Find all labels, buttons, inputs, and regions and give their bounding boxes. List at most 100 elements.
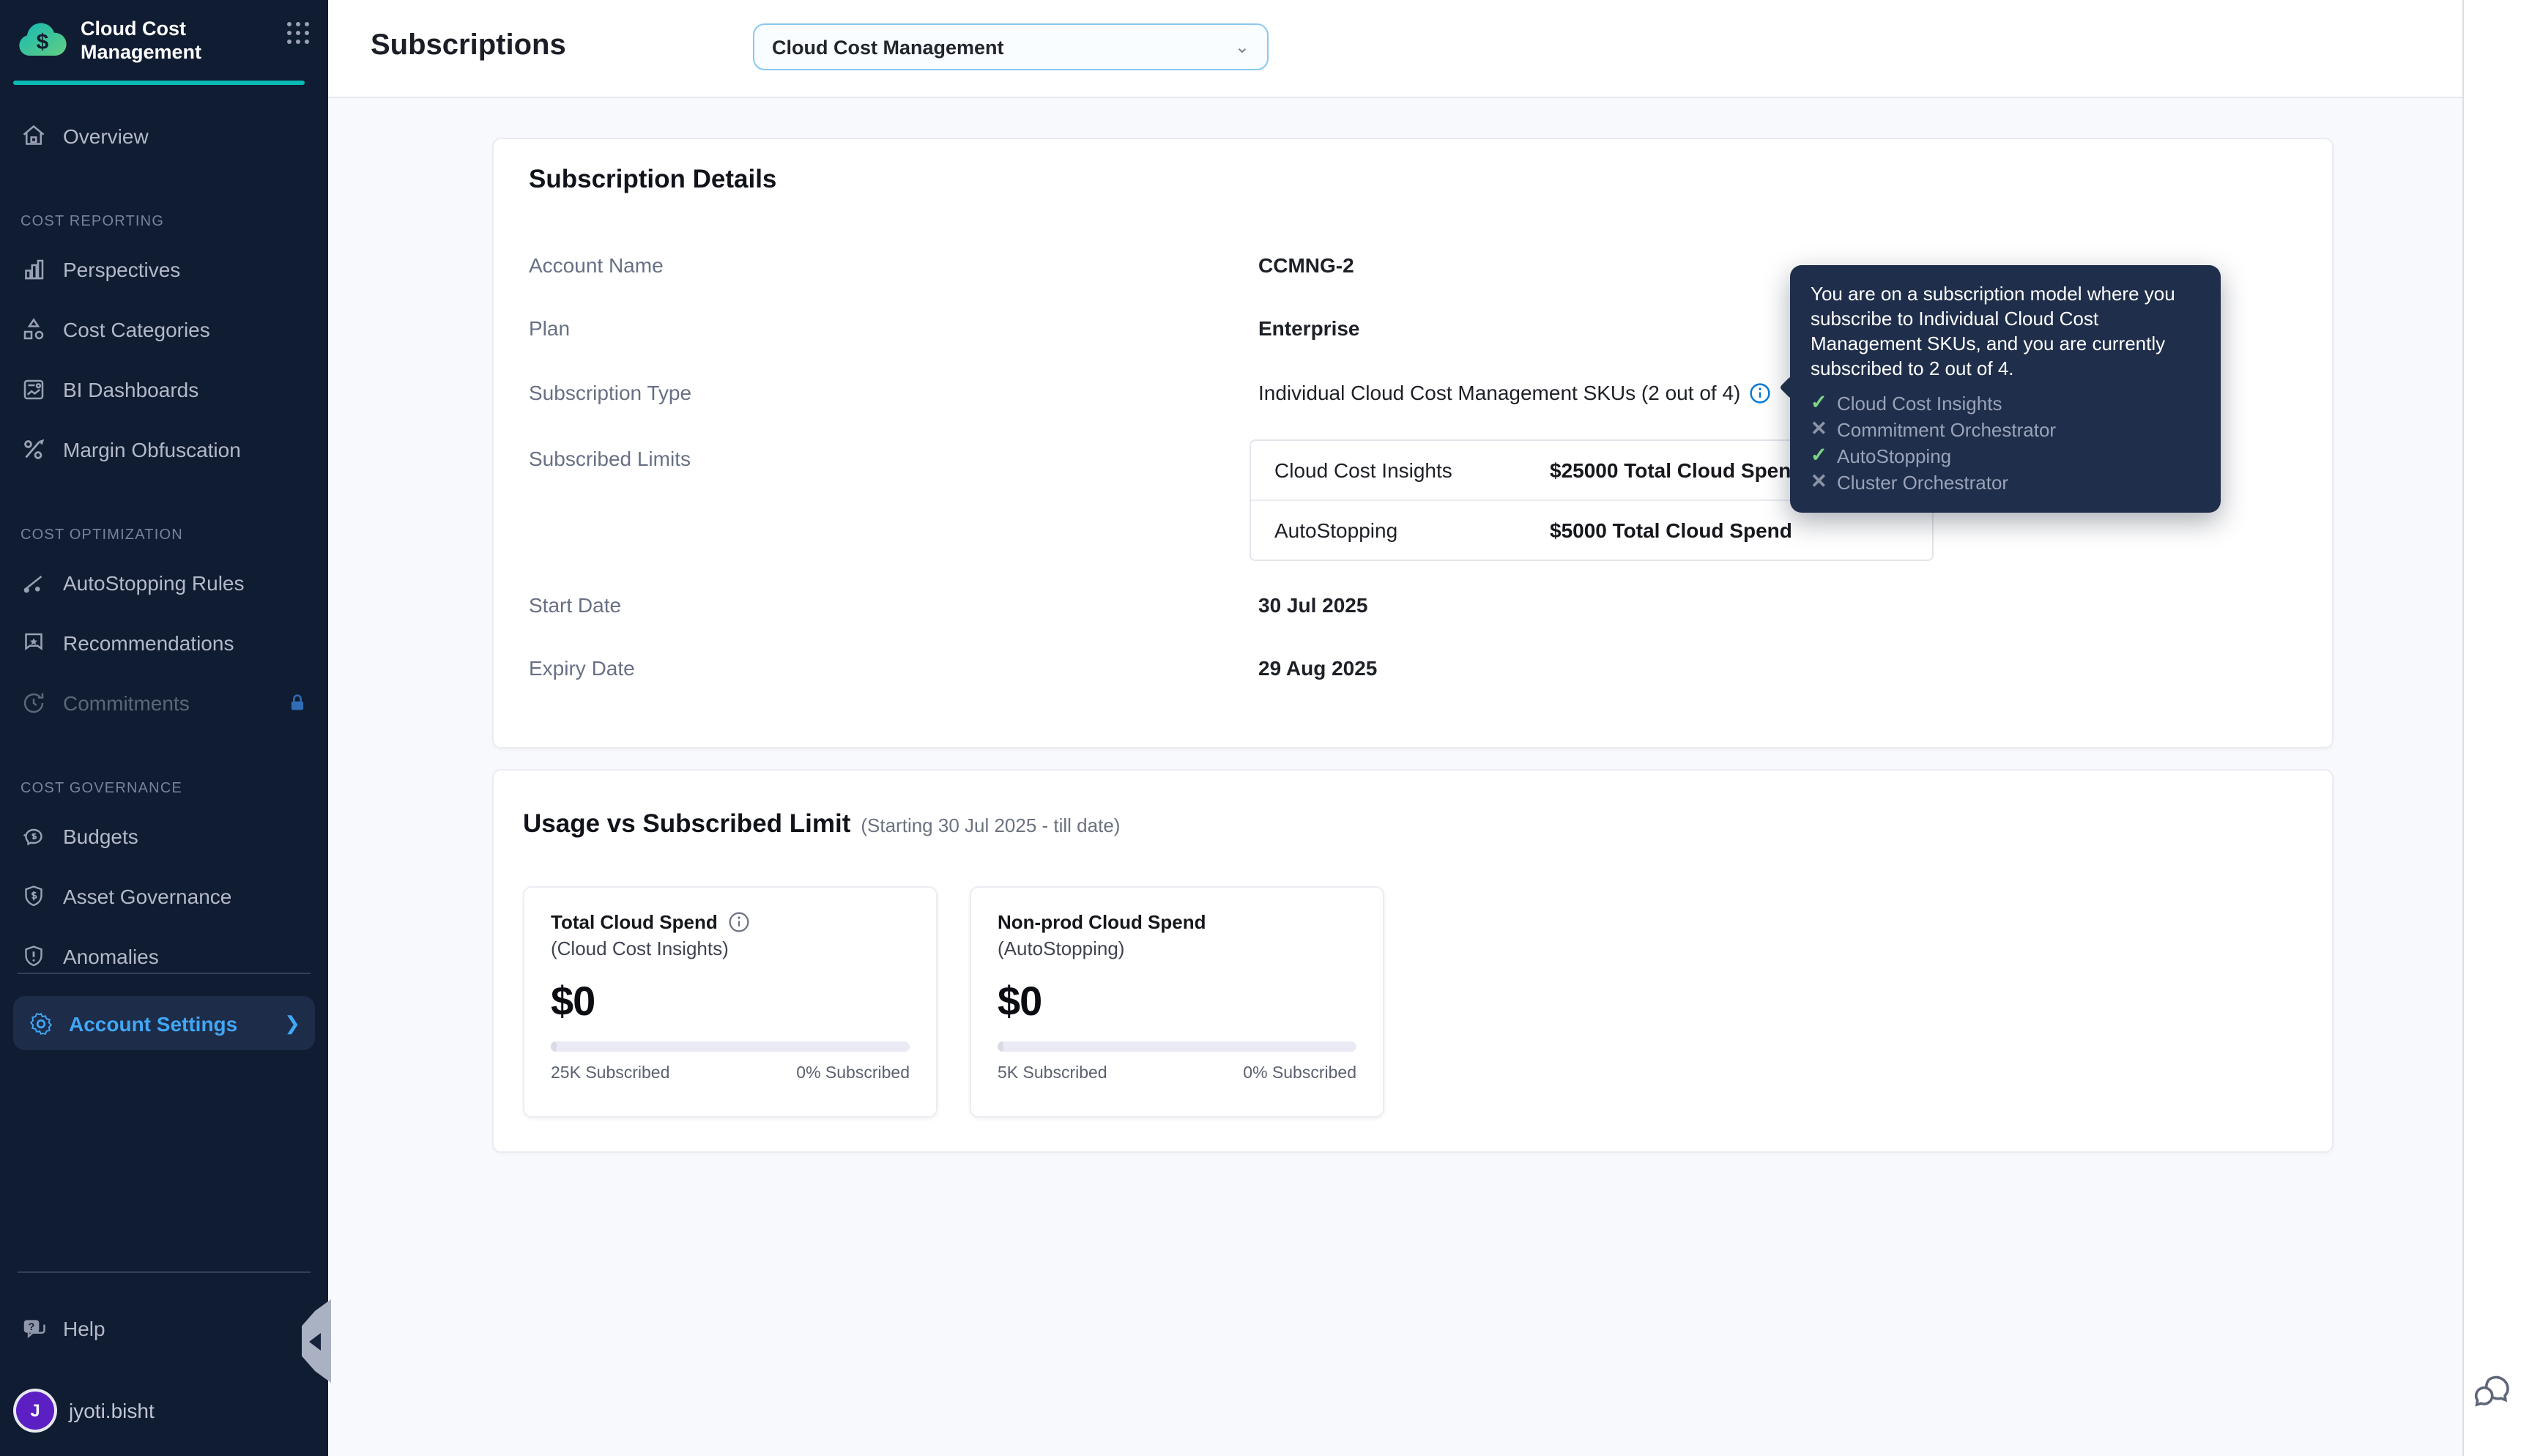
sidebar-item-label: Cost Categories xyxy=(63,317,210,341)
sidebar-item-recommendations[interactable]: Recommendations xyxy=(0,612,328,672)
right-edge-panel xyxy=(2462,0,2521,1456)
chevron-down-icon: ⌄ xyxy=(1234,37,1250,57)
lock-icon xyxy=(291,694,304,710)
usage-panel: Usage vs Subscribed Limit (Starting 30 J… xyxy=(492,769,2333,1153)
page-header: Subscriptions Cloud Cost Management ⌄ xyxy=(328,0,2462,98)
tooltip-sku-item: ✓ Cloud Cost Insights xyxy=(1811,390,2200,416)
start-date-row: Start Date 30 Jul 2025 xyxy=(529,593,1367,617)
subscribed-percent-label: 0% Subscribed xyxy=(1243,1065,1356,1082)
sidebar-item-label: Budgets xyxy=(63,824,138,847)
sidebar-item-perspectives[interactable]: Perspectives xyxy=(0,239,328,299)
module-select[interactable]: Cloud Cost Management ⌄ xyxy=(753,23,1269,70)
gear-icon xyxy=(29,1011,53,1035)
usage-amount: $0 xyxy=(551,978,595,1024)
usage-progress-bar xyxy=(998,1041,1356,1052)
start-date-label: Start Date xyxy=(529,593,622,617)
expiry-date-row: Expiry Date 29 Aug 2025 xyxy=(529,656,1377,680)
app-title: Cloud Cost Management xyxy=(81,18,202,64)
subscribed-percent-label: 0% Subscribed xyxy=(796,1065,910,1082)
usage-title-row: Usage vs Subscribed Limit (Starting 30 J… xyxy=(523,809,1120,839)
sidebar-item-autostopping-rules[interactable]: AutoStopping Rules xyxy=(0,552,328,612)
plan-label: Plan xyxy=(529,316,571,340)
usage-card-subtitle: (AutoStopping) xyxy=(998,937,1125,959)
sidebar-item-overview[interactable]: Overview xyxy=(0,105,328,166)
subscription-type-row: Subscription Type Individual Cloud Cost … xyxy=(529,381,1771,404)
usage-card-title: Total Cloud Spend xyxy=(551,911,718,933)
shield-dollar-icon xyxy=(25,885,42,906)
tooltip-sku-item: ✓ AutoStopping xyxy=(1811,442,2200,469)
account-name-row: Account Name CCMNG-2 xyxy=(529,253,1354,277)
sidebar-item-label: AutoStopping Rules xyxy=(63,571,245,594)
app-logo[interactable]: $ Cloud Cost Management xyxy=(0,0,328,66)
sidebar-item-label: Asset Governance xyxy=(63,884,232,907)
sidebar-item-margin-obfuscation[interactable]: Margin Obfuscation xyxy=(0,419,328,479)
sku-name: AutoStopping xyxy=(1274,519,1398,542)
check-icon: ✓ xyxy=(1811,444,1827,466)
sidebar-item-label: Overview xyxy=(63,124,149,147)
collapse-arrow-icon xyxy=(308,1332,320,1350)
sidebar-section-cost-governance: COST GOVERNANCE xyxy=(21,781,182,797)
sidebar-collapse-handle[interactable] xyxy=(302,1299,331,1383)
tooltip-sku-item: ✕ Commitment Orchestrator xyxy=(1811,416,2200,442)
home-icon xyxy=(23,124,45,144)
avatar: J xyxy=(16,1392,54,1430)
sidebar: $ Cloud Cost Management Overview COST RE… xyxy=(0,0,331,1456)
sidebar-item-commitments[interactable]: Commitments xyxy=(0,672,328,732)
sidebar-item-budgets[interactable]: Budgets xyxy=(0,806,328,866)
expiry-date-value: 29 Aug 2025 xyxy=(1258,656,1378,680)
sidebar-item-help[interactable]: ? Help xyxy=(21,1301,105,1356)
sidebar-item-label: Account Settings xyxy=(69,1011,238,1035)
help-chat-icon: ? xyxy=(23,1319,45,1338)
usage-subtitle: (Starting 30 Jul 2025 - till date) xyxy=(861,814,1121,836)
start-date-value: 30 Jul 2025 xyxy=(1258,593,1368,617)
page-title: Subscriptions xyxy=(371,29,566,62)
sidebar-item-label: BI Dashboards xyxy=(63,377,199,401)
sidebar-nav: Overview COST REPORTING Perspectives Cos… xyxy=(0,105,328,986)
info-icon[interactable] xyxy=(728,911,750,933)
sidebar-section-cost-reporting: COST REPORTING xyxy=(21,214,165,230)
usage-amount: $0 xyxy=(998,978,1042,1024)
sidebar-item-anomalies[interactable]: Anomalies xyxy=(0,926,328,986)
cross-icon: ✕ xyxy=(1811,417,1827,439)
cloud-dollar-logo-icon: $ xyxy=(19,23,67,56)
check-icon: ✓ xyxy=(1811,391,1827,413)
usage-card-title: Non-prod Cloud Spend xyxy=(998,911,1206,933)
subscribed-limits-row: Subscribed Limits xyxy=(529,447,1258,470)
sidebar-item-cost-categories[interactable]: Cost Categories xyxy=(0,299,328,359)
usage-progress-bar xyxy=(551,1041,910,1052)
usage-title: Usage vs Subscribed Limit xyxy=(523,809,851,838)
chat-support-icon[interactable] xyxy=(2471,1371,2512,1412)
account-name-value: CCMNG-2 xyxy=(1258,253,1354,277)
info-icon[interactable] xyxy=(1749,382,1771,404)
plan-value: Enterprise xyxy=(1258,316,1360,340)
sidebar-item-account-settings[interactable]: Account Settings ❯ xyxy=(13,996,315,1050)
usage-card-subtitle: (Cloud Cost Insights) xyxy=(551,937,729,959)
tooltip-sku-name: Cloud Cost Insights xyxy=(1837,392,2002,414)
help-label: Help xyxy=(63,1317,105,1340)
sidebar-section-cost-optimization: COST OPTIMIZATION xyxy=(21,527,183,543)
username: jyoti.bisht xyxy=(69,1399,155,1422)
account-name-label: Account Name xyxy=(529,253,664,277)
module-grid-icon[interactable] xyxy=(287,22,311,45)
sidebar-item-label: Anomalies xyxy=(63,944,159,967)
sidebar-item-label: Margin Obfuscation xyxy=(63,437,241,461)
sidebar-item-asset-governance[interactable]: Asset Governance xyxy=(0,866,328,926)
expiry-date-label: Expiry Date xyxy=(529,656,635,680)
sku-name: Cloud Cost Insights xyxy=(1274,458,1452,482)
sidebar-item-label: Recommendations xyxy=(63,631,234,654)
plan-row: Plan Enterprise xyxy=(529,316,1360,340)
accent-divider xyxy=(13,81,305,84)
shield-alert-icon xyxy=(25,945,42,966)
usage-card-nonprod-cloud-spend: Non-prod Cloud Spend (AutoStopping) $0 5… xyxy=(970,886,1384,1118)
autostopping-icon xyxy=(23,575,42,593)
tooltip-text: You are on a subscription model where yo… xyxy=(1811,283,2175,379)
subscribed-limits-label: Subscribed Limits xyxy=(529,447,691,470)
sku-limit: $5000 Total Cloud Spend xyxy=(1550,519,1792,542)
sidebar-item-bi-dashboards[interactable]: BI Dashboards xyxy=(0,359,328,419)
usage-card-total-cloud-spend: Total Cloud Spend (Cloud Cost Insights) … xyxy=(523,886,938,1118)
shapes-icon xyxy=(23,317,44,339)
user-menu[interactable]: J jyoti.bisht xyxy=(16,1383,155,1438)
commitments-icon xyxy=(23,692,44,713)
usage-progress-fill xyxy=(998,1041,1003,1052)
